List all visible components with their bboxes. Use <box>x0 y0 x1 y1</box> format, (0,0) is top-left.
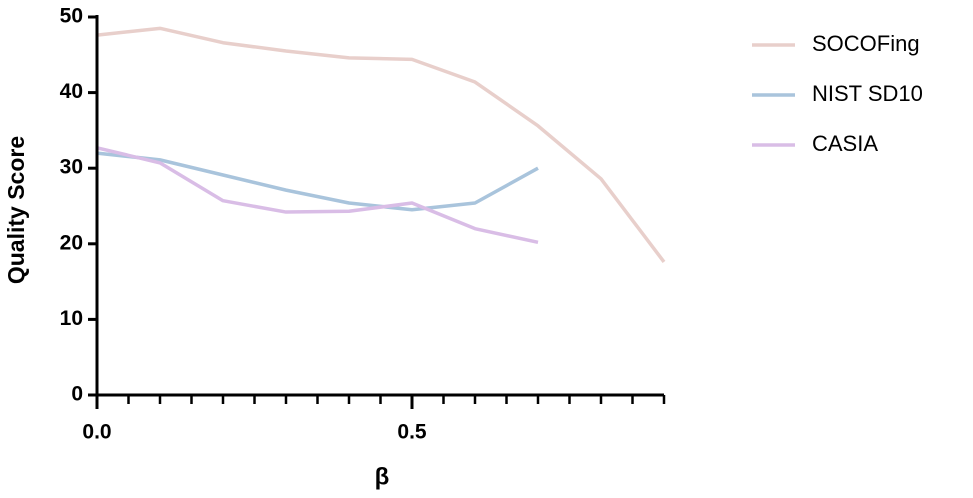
data-line <box>96 26 666 264</box>
x-tick-label: 0.0 <box>82 421 111 444</box>
legend-label: SOCOFing <box>812 31 920 56</box>
data-line <box>96 151 539 212</box>
y-tick-label: 0 <box>71 383 83 406</box>
y-tick-label: 40 <box>60 80 83 103</box>
y-tick-label: 10 <box>60 307 83 330</box>
y-tick-label: 30 <box>60 156 83 179</box>
y-axis-title: Quality Score <box>3 136 29 284</box>
x-tick-label: 0.5 <box>397 421 427 444</box>
y-tick-label: 20 <box>60 231 83 254</box>
y-tick-label: 50 <box>60 5 83 28</box>
x-axis-title: β <box>375 463 390 490</box>
legend-label: NIST SD10 <box>812 81 923 106</box>
legend-label: CASIA <box>812 131 878 156</box>
data-line <box>96 146 539 244</box>
